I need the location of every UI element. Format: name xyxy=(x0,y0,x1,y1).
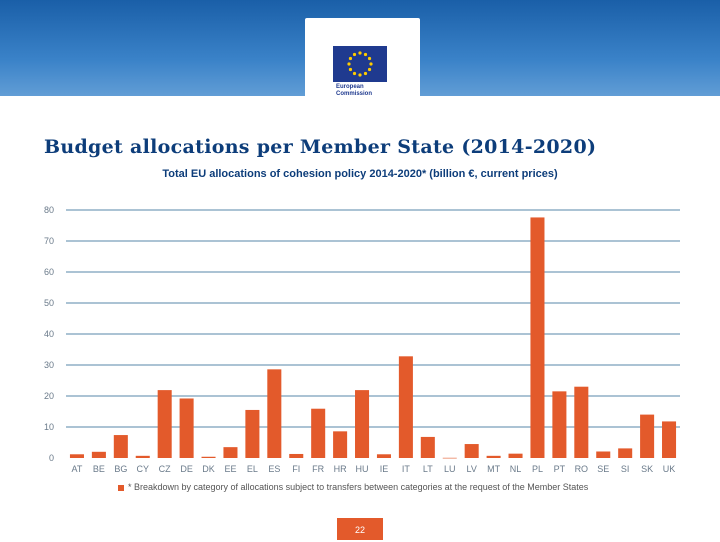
x-tick-label: CZ xyxy=(159,464,171,474)
x-tick-label: LT xyxy=(423,464,433,474)
bar-chart: 0 10 20 30 40 50 60 70 80 AT BE BG CY CZ DE DK EE EL ES FI F… xyxy=(44,205,680,474)
x-tick-label: PT xyxy=(554,464,566,474)
bar-mt xyxy=(486,455,501,458)
logo-text: European Commission xyxy=(336,84,372,98)
logo-text-line1: European xyxy=(336,84,364,90)
flag-star xyxy=(367,67,372,72)
bar-at xyxy=(69,454,84,458)
x-tick-label: RO xyxy=(575,464,589,474)
x-tick-label: UK xyxy=(663,464,676,474)
x-tick-label: SI xyxy=(621,464,630,474)
bar-es xyxy=(267,369,282,458)
bar-el xyxy=(245,409,260,458)
y-tick-label: 50 xyxy=(44,298,54,308)
y-tick-label: 60 xyxy=(44,267,54,277)
bar-it xyxy=(398,356,413,458)
y-tick-label: 40 xyxy=(44,329,54,339)
slide-title: Budget allocations per Member State (201… xyxy=(44,136,597,158)
y-tick-label: 20 xyxy=(44,391,54,401)
x-tick-label: HR xyxy=(334,464,347,474)
page-number: 22 xyxy=(337,518,383,540)
flag-star xyxy=(352,71,357,76)
x-tick-label: BE xyxy=(93,464,105,474)
legend-swatch xyxy=(118,484,124,491)
logo-text-line2: Commission xyxy=(336,91,373,97)
flag-star xyxy=(348,56,353,61)
x-tick-label: AT xyxy=(72,464,83,474)
bar-bg xyxy=(113,435,128,458)
bar-ro xyxy=(574,386,589,458)
flag-star xyxy=(358,51,362,55)
bar-lu xyxy=(442,457,457,459)
bar-pl xyxy=(530,217,545,458)
flag-star xyxy=(348,67,353,72)
x-tick-label: NL xyxy=(510,464,522,474)
bar-cz xyxy=(157,390,172,458)
x-tick-label: IT xyxy=(402,464,411,474)
x-tick-label: IE xyxy=(380,464,389,474)
bar-dk xyxy=(201,456,216,458)
y-tick-label: 30 xyxy=(44,360,54,370)
x-tick-label: DK xyxy=(202,464,215,474)
bar-fi xyxy=(289,453,304,458)
bar-hu xyxy=(355,390,370,458)
flag-star xyxy=(347,62,351,66)
footnote-text: * Breakdown by category of allocations s… xyxy=(128,482,589,492)
flag-star xyxy=(352,52,357,57)
flag-star xyxy=(369,62,373,66)
bar-cy xyxy=(135,455,150,458)
bar-nl xyxy=(508,453,523,458)
x-tick-label: EE xyxy=(224,464,236,474)
bar-ee xyxy=(223,447,238,458)
x-tick-label: EL xyxy=(247,464,258,474)
y-tick-label: 80 xyxy=(44,205,54,215)
flag-star xyxy=(363,71,368,76)
x-tick-label: LV xyxy=(467,464,477,474)
x-tick-label: FI xyxy=(292,464,300,474)
x-tick-label: SE xyxy=(597,464,609,474)
x-tick-label: PL xyxy=(532,464,543,474)
chart-title: Total EU allocations of cohesion policy … xyxy=(162,168,558,180)
x-tick-label: BG xyxy=(114,464,127,474)
y-tick-label: 70 xyxy=(44,236,54,246)
x-tick-label: ES xyxy=(268,464,280,474)
flag-star xyxy=(358,73,362,77)
bar-fr xyxy=(311,408,326,458)
bar-se xyxy=(596,451,611,458)
bar-sk xyxy=(640,414,655,458)
bar-de xyxy=(179,398,194,458)
y-tick-label: 10 xyxy=(44,422,54,432)
x-tick-label: MT xyxy=(487,464,500,474)
x-tick-label: LU xyxy=(444,464,456,474)
bar-lv xyxy=(464,444,479,458)
y-tick-label: 0 xyxy=(49,453,54,463)
x-tick-label: CY xyxy=(136,464,149,474)
x-tick-label: HU xyxy=(356,464,369,474)
bar-si xyxy=(618,448,633,458)
bar-be xyxy=(91,451,106,458)
flag-star xyxy=(363,52,368,57)
x-tick-label: DE xyxy=(180,464,193,474)
bar-lt xyxy=(420,436,435,458)
footnote: * Breakdown by category of allocations s… xyxy=(118,482,588,492)
bar-uk xyxy=(662,421,677,458)
bar-hr xyxy=(333,431,348,458)
bar-pt xyxy=(552,391,567,458)
bar-ie xyxy=(376,454,391,458)
flag-star xyxy=(367,56,372,61)
x-tick-label: FR xyxy=(312,464,324,474)
eu-flag-icon xyxy=(333,46,387,82)
x-tick-label: SK xyxy=(641,464,653,474)
